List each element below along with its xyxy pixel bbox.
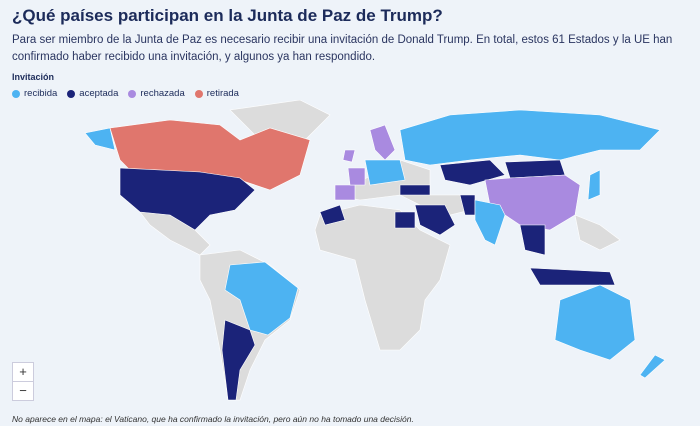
legend-item: retirada [194, 88, 239, 99]
uk [342, 149, 356, 163]
scandinavia [369, 124, 396, 161]
morocco [319, 204, 346, 226]
legend-item: recibida [12, 88, 57, 99]
title: ¿Qué países participan en la Junta de Pa… [12, 6, 443, 25]
legend-label: retirada [206, 88, 239, 99]
france [347, 167, 366, 186]
central-europe [364, 159, 406, 186]
indonesia [529, 267, 616, 286]
legend-label: recibida [24, 88, 58, 99]
india [474, 199, 506, 246]
legend-label: rechazada [140, 88, 185, 99]
legend-swatch [67, 89, 76, 98]
egypt [394, 211, 416, 229]
brazil [224, 261, 299, 336]
map [84, 100, 666, 401]
saudi-arabia [414, 204, 456, 236]
legend-swatch [194, 89, 203, 98]
japan [587, 169, 601, 201]
legend-swatch [128, 89, 137, 98]
spain [334, 184, 356, 201]
alaska [84, 127, 116, 151]
legend: recibida aceptada rechazada retirada [12, 88, 239, 99]
turkey [399, 184, 431, 196]
footer-note: No aparece en el mapa: el Vaticano, que … [12, 414, 414, 424]
legend-title: Invitación [12, 72, 55, 82]
subtitle: Para ser miembro de la Junta de Paz es n… [12, 34, 673, 63]
southeast-asia [519, 224, 546, 256]
countries [84, 109, 666, 401]
zoom-out[interactable]: − [12, 381, 34, 401]
legend-item: rechazada [128, 88, 185, 99]
australia [554, 284, 636, 361]
usa [119, 167, 256, 231]
legend-swatch [12, 89, 20, 98]
east-asia [574, 214, 621, 251]
legend-item: aceptada [67, 88, 118, 99]
legend-label: aceptada [79, 88, 119, 99]
russia [399, 109, 661, 166]
zoom-in[interactable]: + [12, 362, 34, 382]
argentina [221, 319, 256, 401]
new-zealand [639, 354, 666, 379]
